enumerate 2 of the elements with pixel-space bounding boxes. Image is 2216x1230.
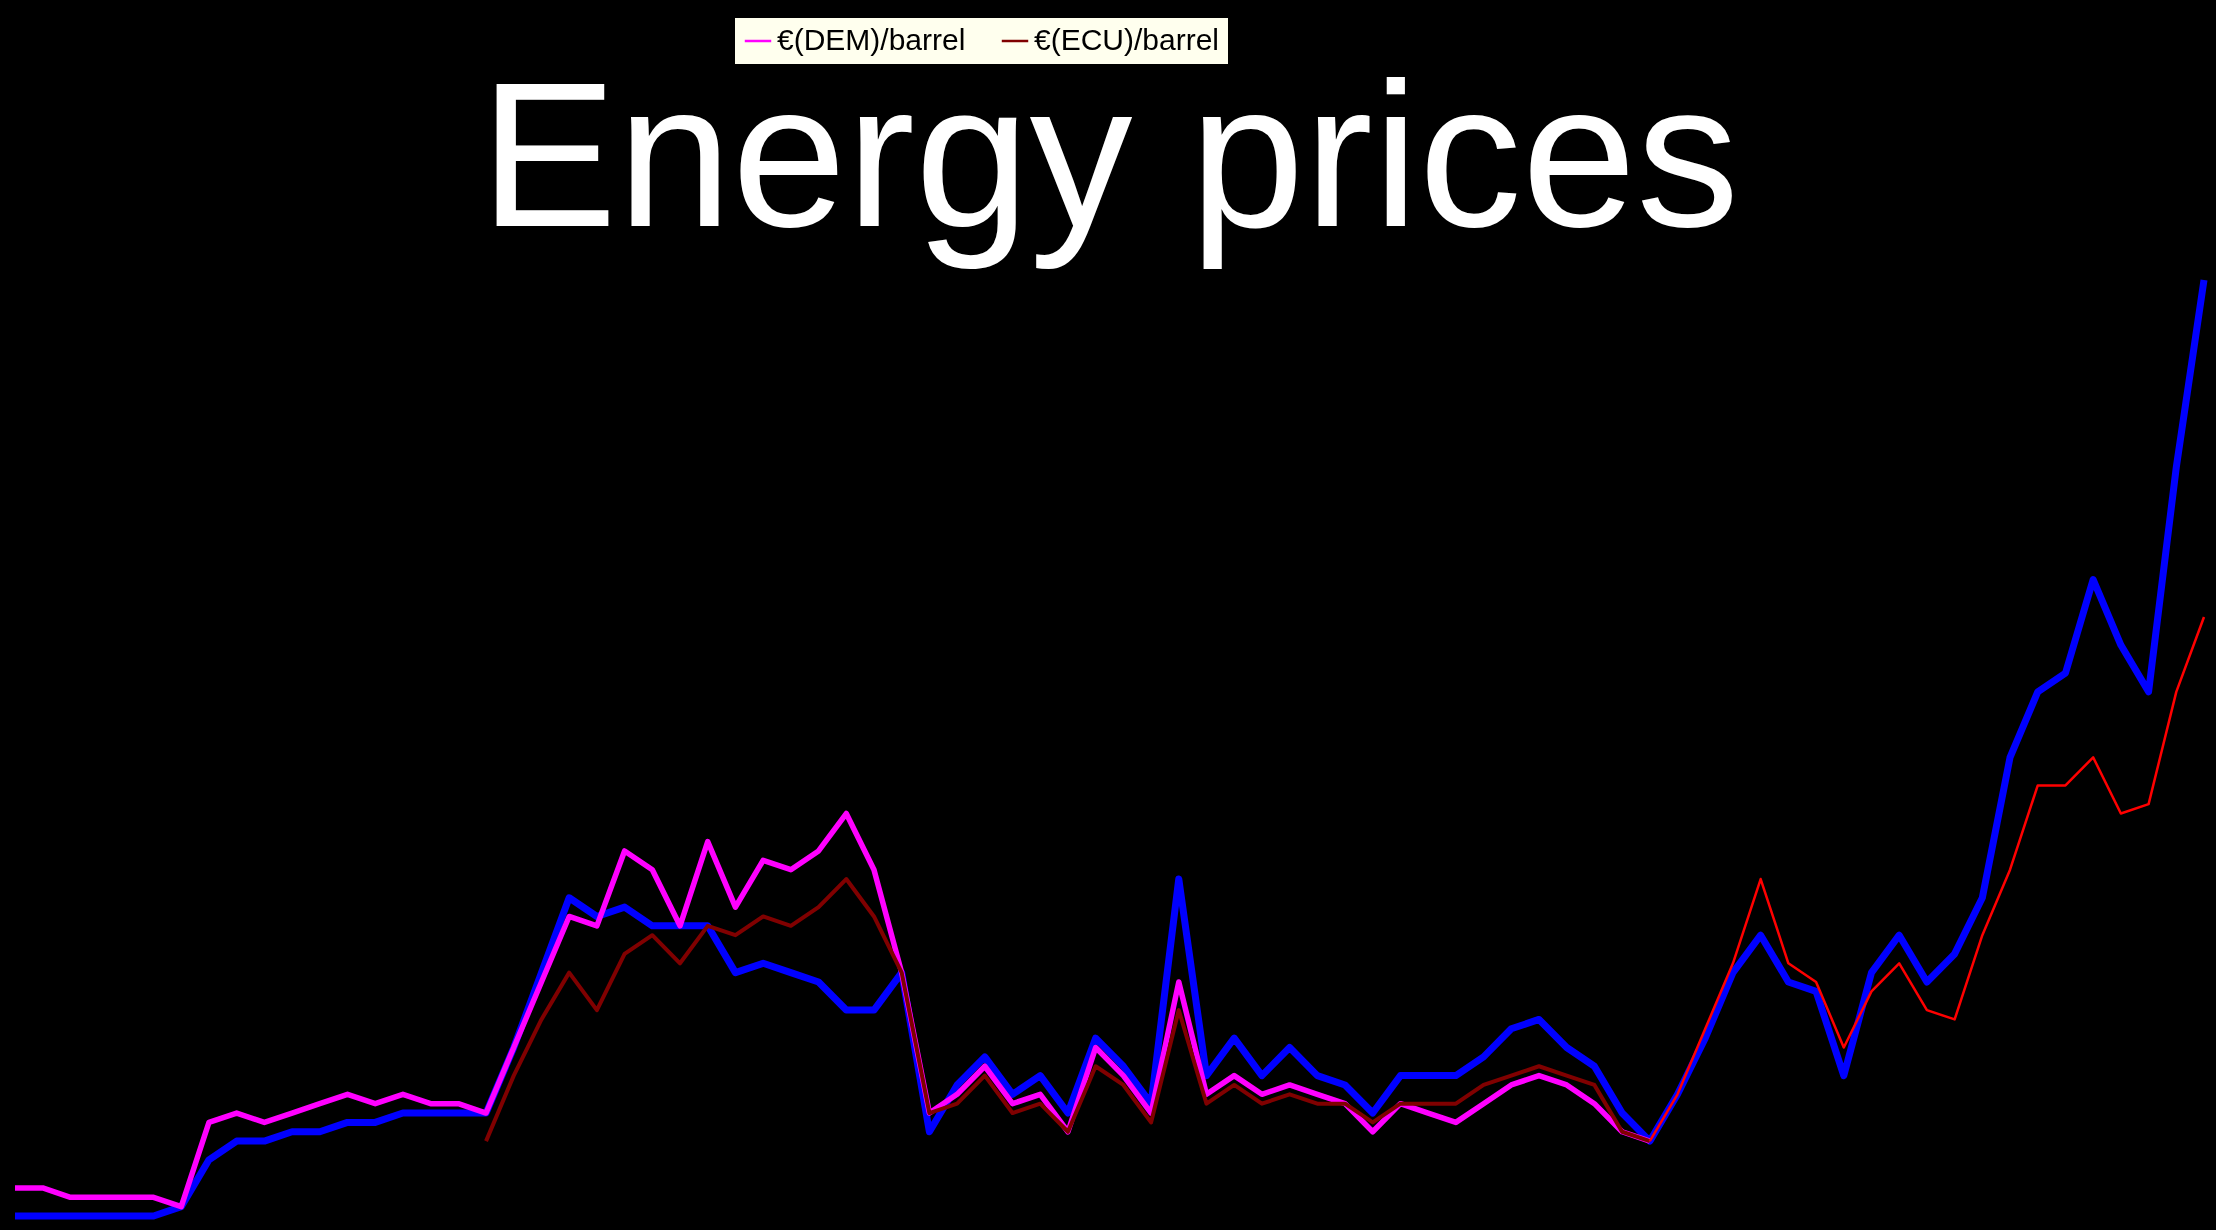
legend-label: €(DEM)/barrel <box>777 23 966 56</box>
legend-label: €(ECU)/barrel <box>1034 23 1220 56</box>
